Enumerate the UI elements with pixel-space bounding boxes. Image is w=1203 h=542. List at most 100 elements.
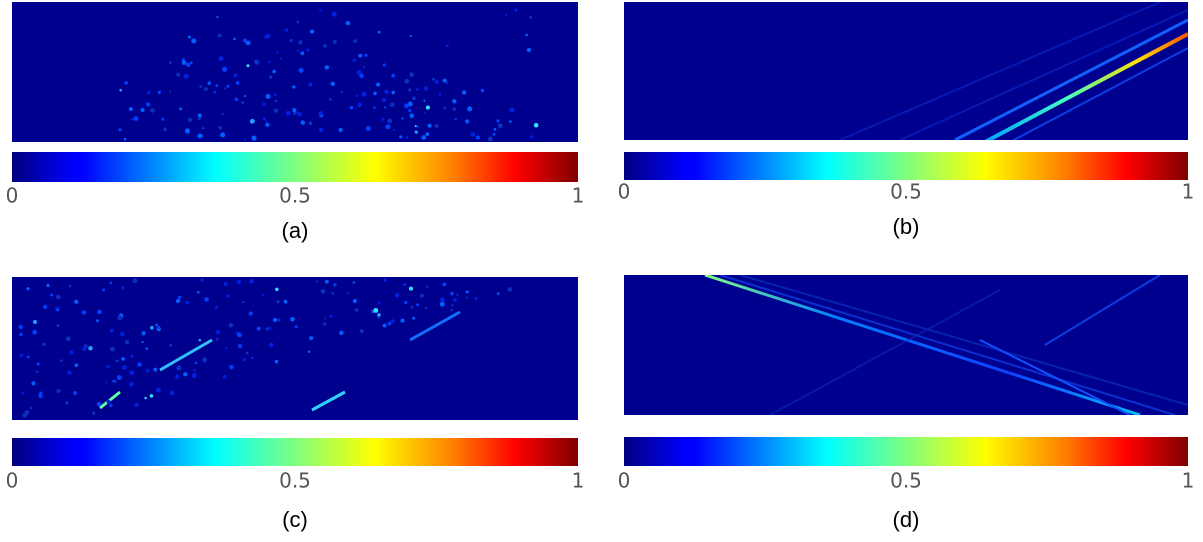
- speckle: [245, 41, 250, 46]
- speckle: [298, 40, 303, 45]
- speckle: [196, 290, 200, 294]
- speckle: [22, 413, 28, 418]
- speckle: [175, 374, 180, 379]
- speckle: [392, 128, 395, 131]
- speckle: [358, 53, 363, 58]
- speckle: [467, 106, 473, 112]
- speckle: [274, 359, 279, 364]
- speckle: [222, 374, 227, 379]
- speckle: [218, 56, 224, 62]
- speckle: [169, 390, 175, 396]
- speckle: [122, 365, 127, 370]
- speckle: [384, 106, 387, 109]
- speckle: [137, 362, 142, 367]
- speckle: [362, 66, 366, 69]
- speckle: [292, 108, 297, 113]
- speckle: [465, 290, 469, 294]
- speckle: [235, 81, 240, 85]
- speckle: [353, 39, 357, 43]
- speckle: [36, 362, 40, 366]
- speckle: [129, 370, 135, 376]
- speckle: [443, 106, 447, 110]
- speckle: [452, 99, 457, 104]
- speckle: [416, 88, 419, 91]
- speckle: [176, 365, 182, 371]
- speckle: [404, 103, 409, 109]
- speckle: [450, 291, 454, 296]
- speckle: [411, 96, 416, 101]
- speckle: [128, 107, 133, 112]
- speckle: [96, 401, 102, 407]
- speckle: [145, 347, 149, 350]
- speckle: [492, 132, 496, 136]
- colorbar-tick-label: 0.5: [890, 469, 922, 493]
- speckle: [124, 339, 130, 345]
- speckle: [426, 285, 429, 289]
- speckle: [361, 91, 367, 97]
- speckle: [245, 351, 249, 355]
- speckle: [340, 90, 343, 93]
- speckle: [391, 73, 395, 78]
- speckle: [179, 107, 183, 111]
- speckle: [454, 118, 457, 121]
- speckle: [352, 58, 357, 63]
- speckle: [194, 361, 198, 365]
- speckle: [130, 354, 134, 358]
- speckle: [200, 278, 204, 282]
- speckle: [140, 107, 145, 113]
- speckle: [191, 38, 197, 44]
- speckle: [64, 401, 68, 405]
- speckle: [216, 15, 219, 19]
- speckle: [32, 329, 38, 335]
- speckle: [381, 117, 385, 121]
- speckle: [434, 79, 439, 84]
- speckle: [284, 28, 289, 32]
- speckle: [404, 300, 408, 305]
- speckle: [191, 373, 197, 378]
- speckle: [147, 90, 151, 95]
- speckle: [67, 370, 72, 375]
- speckle: [377, 313, 381, 317]
- speckle: [352, 298, 357, 304]
- speckle: [399, 135, 403, 139]
- speckle: [124, 80, 129, 85]
- speckle: [150, 325, 154, 330]
- speckle: [102, 288, 106, 292]
- speckle: [69, 350, 74, 355]
- panel-label: (a): [282, 218, 309, 243]
- speckle: [68, 284, 72, 288]
- heatmap: [12, 277, 578, 420]
- colorbar-tick-label: 1: [1182, 469, 1195, 493]
- speckle: [276, 51, 279, 54]
- speckle: [268, 60, 271, 63]
- speckle: [97, 309, 102, 315]
- speckle: [55, 294, 61, 300]
- speckle: [26, 287, 30, 291]
- panel-label: (b): [893, 214, 920, 239]
- speckle: [243, 138, 247, 141]
- speckle: [533, 122, 539, 128]
- speckle: [73, 390, 78, 396]
- speckle: [197, 133, 203, 139]
- speckle: [273, 317, 277, 322]
- speckle: [199, 85, 203, 88]
- speckle: [452, 298, 457, 302]
- speckle: [474, 296, 478, 300]
- speckle: [308, 82, 313, 87]
- speckle: [377, 316, 380, 319]
- speckle: [197, 117, 201, 121]
- speckle: [324, 65, 330, 70]
- speckle: [149, 394, 154, 398]
- speckle: [207, 81, 211, 85]
- speckle: [300, 120, 305, 125]
- speckle: [117, 315, 123, 321]
- speckle: [29, 406, 33, 410]
- colorbar-tick-label: 1: [572, 469, 585, 493]
- speckle: [296, 49, 299, 52]
- speckle: [339, 330, 344, 335]
- speckle: [217, 33, 222, 38]
- speckle: [416, 125, 420, 128]
- speckle: [438, 92, 442, 96]
- speckle: [233, 73, 238, 78]
